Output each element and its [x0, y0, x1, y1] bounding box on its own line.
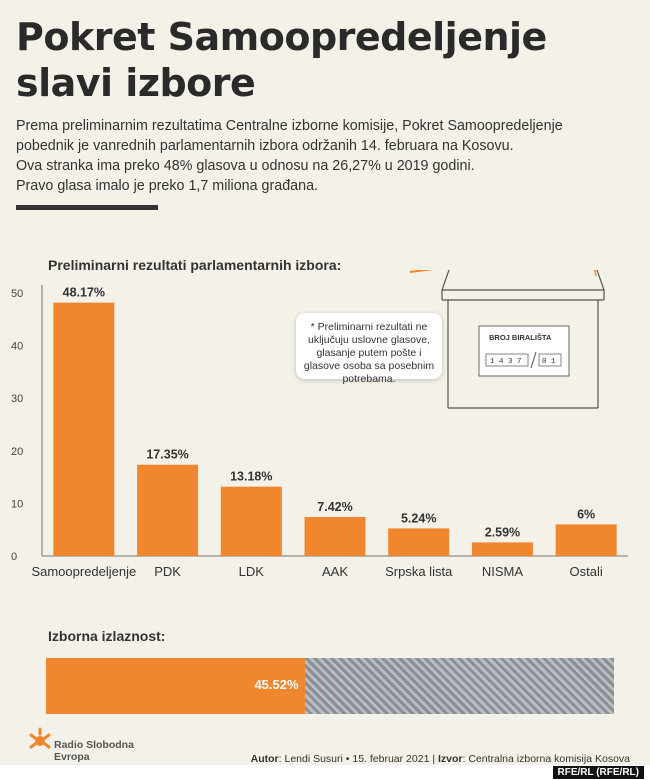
bar-value-label: 5.24% [401, 511, 436, 525]
bar [53, 302, 115, 556]
y-tick-label: 10 [11, 498, 23, 510]
bar-value-label: 7.42% [317, 500, 352, 514]
source-text: : Centralna izborna komisija Kosova [462, 753, 631, 765]
x-tick-label: Srpska lista [385, 564, 453, 579]
ballot-separator [530, 351, 537, 369]
logo-text: Radio Slobodna Evropa [54, 739, 134, 763]
turnout-fill: 45.52% [46, 658, 305, 714]
y-tick-label: 30 [11, 393, 23, 405]
bar-chart: BROJ BIRALIŠTA 1 4 3 7 0 1 0 10 20 30 40 50 4… [11, 270, 628, 579]
ballot-number: 1 4 3 7 [490, 358, 522, 366]
intro-line: Pravo glasa imalo je preko 1,7 miliona g… [16, 178, 318, 194]
x-tick-label: Samoopredeljenje [31, 564, 136, 579]
x-tick-label: NISMA [482, 564, 524, 579]
turnout-label: Izborna izlaznost: [48, 628, 166, 644]
intro-text: Prema preliminarnim rezultatima Centraln… [16, 116, 636, 196]
title-line-2: slavi izbore [16, 61, 256, 105]
bar [471, 542, 533, 556]
credit-strip [0, 765, 650, 780]
page-title: Pokret Samoopredeljenje slavi izbore [16, 14, 636, 106]
divider [16, 205, 158, 210]
rfe-logo-icon [29, 727, 51, 749]
ballot-box-label: BROJ BIRALIŠTA [489, 333, 552, 342]
ballot-number-box [485, 353, 529, 367]
bars: 48.17% Samoopredeljenje 17.35% PDK 13.18% LDK… [31, 286, 617, 579]
x-tick-label: Ostali [570, 564, 603, 579]
x-tick-label: LDK [239, 564, 265, 579]
bar-value-label: 6% [577, 507, 595, 521]
bar-value-label: 2.59% [485, 525, 520, 539]
turnout-bar: 45.52% [46, 658, 614, 714]
ballot-suffix: 0 1 [542, 358, 556, 366]
bar [304, 516, 366, 556]
y-tick-label: 40 [11, 341, 23, 353]
turnout-value: 45.52% [254, 677, 299, 692]
y-tick-label: 50 [11, 288, 23, 300]
bar-value-label: 48.17% [63, 286, 105, 300]
bar [388, 528, 450, 556]
ballot-suffix-box [538, 353, 562, 367]
bar-value-label: 17.35% [146, 448, 188, 462]
x-tick-label: AAK [322, 564, 348, 579]
source-label: Izvor [437, 753, 463, 765]
chart-title: Preliminarni rezultati parlamentarnih iz… [48, 257, 342, 273]
logo-line-1: Radio Slobodna [54, 739, 134, 751]
y-tick-label: 0 [11, 551, 17, 563]
photo-credit: RFE/RL (RFE/RL) [552, 766, 644, 779]
author-label: Autor [250, 753, 279, 765]
bar [220, 486, 282, 556]
author-text: : Lendi Susuri • 15. februar 2021 | [278, 753, 436, 765]
ballot-box-icon [409, 270, 605, 409]
bar [137, 464, 199, 556]
footer-credits: Autor: Lendi Susuri • 15. februar 2021 |… [251, 753, 630, 765]
x-tick-label: PDK [154, 564, 181, 579]
bar [555, 524, 617, 556]
title-line-1: Pokret Samoopredeljenje [16, 15, 547, 59]
bar-value-label: 13.18% [230, 470, 272, 484]
logo-line-2: Evropa [54, 751, 90, 763]
intro-line: pobednik je vanrednih parlamentarnih izb… [16, 138, 514, 154]
intro-line: Ova stranka ima preko 48% glasova u odno… [16, 158, 475, 174]
y-tick-label: 20 [11, 446, 23, 458]
intro-line: Prema preliminarnim rezultatima Centraln… [16, 118, 563, 134]
footnote: * Preliminarni rezultati ne uključuju us… [296, 313, 442, 385]
